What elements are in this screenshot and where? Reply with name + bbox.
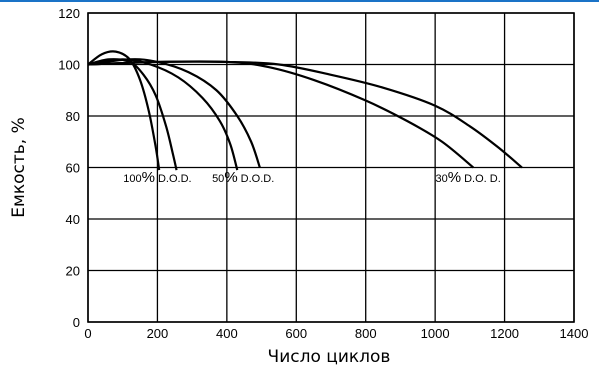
x-tick-label: 1400 — [560, 326, 589, 341]
series-layer — [87, 50, 523, 171]
x-tick-label: 400 — [216, 326, 238, 341]
series-line-dod-50 — [87, 58, 261, 168]
annotation-dod30: 30% D.O. D. — [435, 169, 500, 186]
series-line-dod-30 — [87, 60, 523, 169]
annotation-dod50: 50% D.O.D. — [212, 169, 274, 186]
x-tick-label: 0 — [84, 326, 91, 341]
plot-frame — [87, 12, 575, 323]
y-tick-label: 40 — [66, 212, 80, 227]
dod-annotations: 100% D.O.D. 50% D.O.D. 30% D.O. D. — [123, 169, 500, 186]
x-tick-label: 200 — [147, 326, 169, 341]
x-tick-label: 1200 — [490, 326, 519, 341]
y-tick-label: 80 — [66, 109, 80, 124]
x-tick-label: 600 — [285, 326, 307, 341]
y-tick-label: 60 — [66, 161, 80, 176]
y-tick-label: 100 — [58, 58, 80, 73]
x-axis-label: Число циклов — [268, 347, 391, 367]
top-accent-bar — [0, 0, 599, 2]
series-line-dod-100 — [87, 58, 178, 171]
x-tick-label: 800 — [355, 326, 377, 341]
annotation-dod100: 100% D.O.D. — [123, 169, 191, 186]
y-tick-labels: 0 20 40 60 80 100 120 — [58, 6, 80, 330]
y-tick-label: 120 — [58, 6, 80, 21]
x-tick-labels: 0 200 400 600 800 1000 1200 1400 — [84, 326, 588, 341]
y-tick-label: 20 — [66, 264, 80, 279]
y-axis-label: Емкость, % — [9, 117, 29, 217]
grid — [87, 12, 575, 323]
series-line-dod-100 — [87, 50, 161, 171]
y-tick-label: 0 — [73, 315, 80, 330]
x-tick-label: 1000 — [421, 326, 450, 341]
